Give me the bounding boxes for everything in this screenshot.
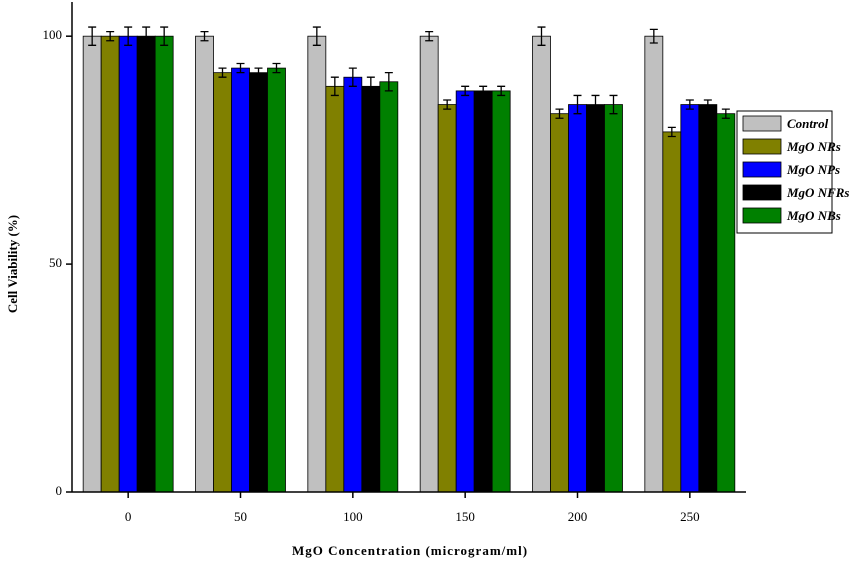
bar [698,104,718,493]
error-bar [236,62,245,74]
bar [568,104,587,493]
error-bar [649,28,658,44]
legend-label: MgO NBs [786,208,841,223]
error-bar [461,85,470,97]
error-bar [667,126,676,138]
bar [644,35,664,493]
error-bar [497,85,506,97]
bar [118,35,138,493]
legend-label: Control [787,116,829,131]
y-tick-label: 0 [56,483,63,498]
x-axis-label: MgO Concentration (microgram/ml) [292,543,528,558]
error-bar [425,30,434,42]
error-bar [555,108,564,119]
error-bar [703,99,712,110]
bar [231,67,250,493]
legend-label: MgO NFRs [786,185,850,200]
error-bar [573,94,582,115]
bar [437,104,457,493]
x-tick-label: 100 [343,509,363,524]
error-bar [591,94,600,115]
bar [604,104,623,493]
error-bar [200,30,209,42]
error-bar [142,26,151,46]
error-bar [366,76,375,97]
bar [716,113,736,493]
bar [550,113,569,493]
bar [379,81,399,493]
bar [662,131,682,493]
bar [532,35,551,493]
bar [267,67,286,493]
error-bar [218,67,227,78]
bar [455,90,475,493]
bar [82,35,102,493]
x-tick-label: 200 [568,509,588,524]
bar [325,85,345,493]
legend-swatch [742,184,782,201]
error-bar [254,67,263,78]
error-bar [88,26,97,46]
legend-swatch [742,161,782,178]
legend-swatch [742,138,782,155]
x-tick-label: 50 [234,509,247,524]
legend-swatch [742,207,782,224]
error-bar [330,76,339,97]
x-tick-label: 250 [680,509,700,524]
error-bar [537,26,546,46]
bar [249,72,268,493]
bar [361,85,381,493]
bar [680,104,700,493]
bar [419,35,439,493]
bar [136,35,156,493]
bar [195,35,214,493]
error-bar [721,108,730,119]
error-bar [479,85,488,97]
x-tick-label: 150 [455,509,475,524]
error-bar [124,26,133,46]
error-bar [160,26,169,46]
error-bar [348,67,357,87]
bar [473,90,493,493]
y-tick-label: 50 [49,255,62,270]
y-axis-label: Cell Viability (%) [5,215,20,313]
x-tick-label: 0 [125,509,132,524]
bar [154,35,174,493]
bar [586,104,605,493]
error-bar [384,72,393,92]
legend-label: MgO NPs [786,162,840,177]
error-bar [272,62,281,74]
error-bar [685,99,694,110]
error-bar [312,26,321,46]
bar [307,35,327,493]
bar [491,90,511,493]
bar [213,72,232,493]
bar [100,35,120,493]
error-bar [443,99,452,110]
error-bar [609,94,618,115]
error-bar [106,30,115,42]
legend-swatch [742,115,782,132]
legend-label: MgO NRs [786,139,841,154]
bar [343,76,363,493]
y-tick-label: 100 [43,27,63,42]
